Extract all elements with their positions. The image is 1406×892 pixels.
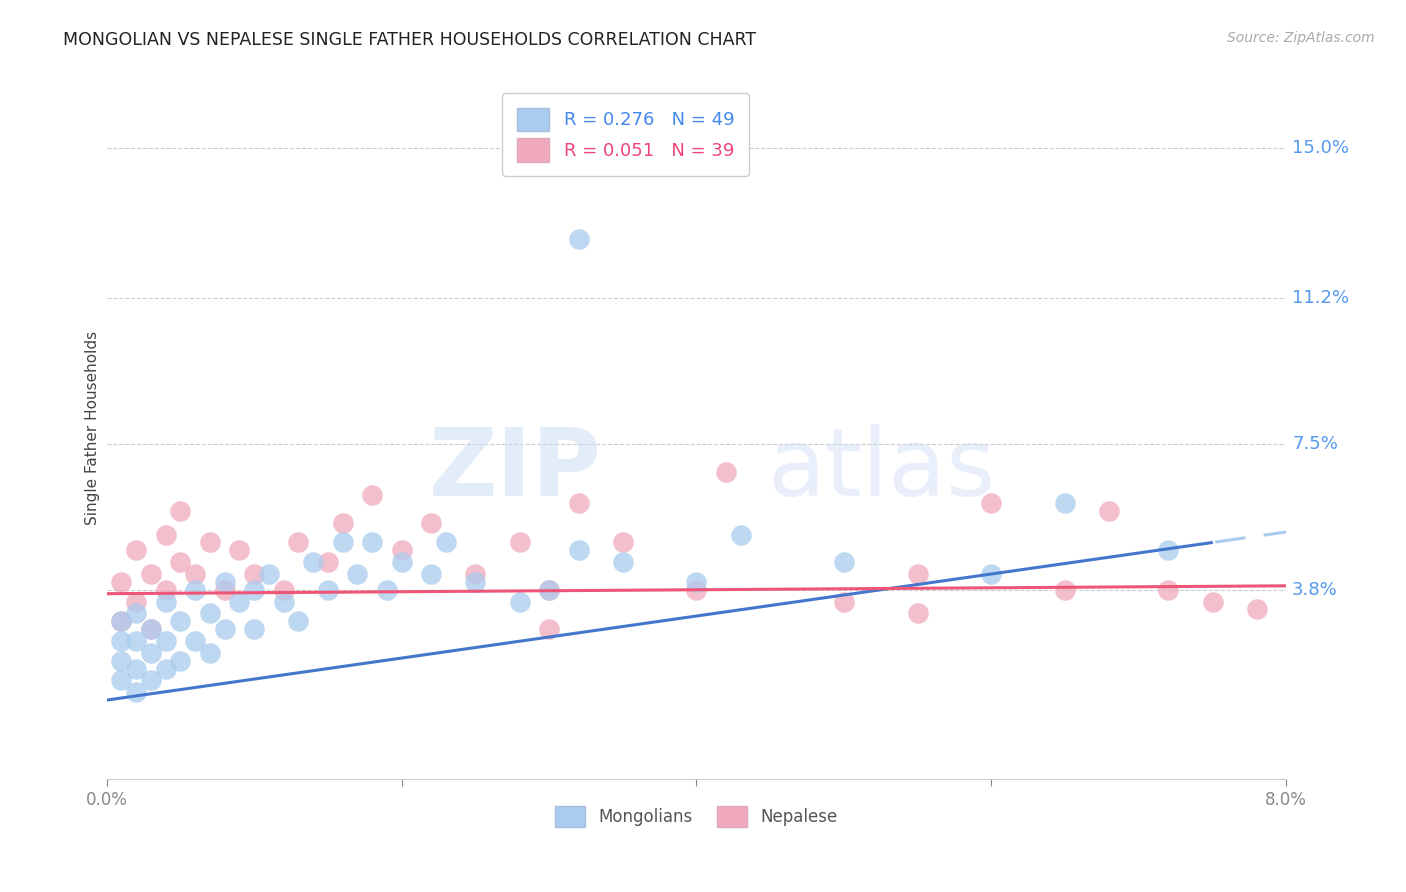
Point [184,582,207,597]
Point [685,582,707,597]
Point [316,582,339,597]
Point [257,566,280,581]
Point [184,566,207,581]
Point [1157,582,1180,597]
Point [228,594,250,608]
Text: 3.8%: 3.8% [1292,581,1339,599]
Text: ZIP: ZIP [429,425,602,516]
Point [375,582,398,597]
Point [243,582,266,597]
Point [243,566,266,581]
Point [125,685,148,699]
Text: 7.5%: 7.5% [1292,435,1339,453]
Point [391,555,413,569]
Point [361,535,384,549]
Point [980,566,1002,581]
Point [198,535,221,549]
Point [125,543,148,558]
Point [302,555,325,569]
Point [214,582,236,597]
Point [980,496,1002,510]
Point [1157,543,1180,558]
Point [169,615,191,629]
Point [316,555,339,569]
Point [537,622,560,636]
Point [273,582,295,597]
Point [139,566,162,581]
Point [1201,594,1223,608]
Point [537,582,560,597]
Point [155,594,177,608]
Point [332,535,354,549]
Point [110,654,132,668]
Point [1054,496,1077,510]
Y-axis label: Single Father Households: Single Father Households [86,331,100,525]
Point [139,622,162,636]
Point [273,594,295,608]
Point [434,535,457,549]
Point [567,232,589,246]
Point [228,543,250,558]
Point [110,574,132,589]
Point [214,574,236,589]
Point [1246,602,1268,616]
Point [110,615,132,629]
Point [287,535,309,549]
Point [169,654,191,668]
Point [169,504,191,518]
Point [155,634,177,648]
Point [714,465,737,479]
Point [139,622,162,636]
Text: atlas: atlas [768,425,995,516]
Point [832,594,855,608]
Point [125,634,148,648]
Text: Source: ZipAtlas.com: Source: ZipAtlas.com [1227,31,1375,45]
Text: 11.2%: 11.2% [1292,289,1350,307]
Point [907,566,929,581]
Point [110,634,132,648]
Point [155,527,177,541]
Text: 15.0%: 15.0% [1292,139,1350,157]
Point [155,582,177,597]
Point [420,566,443,581]
Point [612,555,634,569]
Point [1054,582,1077,597]
Point [567,543,589,558]
Point [198,607,221,621]
Point [509,535,531,549]
Point [287,615,309,629]
Point [730,527,752,541]
Point [155,662,177,676]
Point [332,516,354,530]
Point [391,543,413,558]
Point [139,646,162,660]
Point [509,594,531,608]
Point [110,673,132,688]
Point [243,622,266,636]
Point [567,496,589,510]
Point [1098,504,1121,518]
Point [420,516,443,530]
Point [125,594,148,608]
Point [198,646,221,660]
Point [139,673,162,688]
Point [125,662,148,676]
Point [612,535,634,549]
Point [346,566,368,581]
Point [125,607,148,621]
Point [184,634,207,648]
Point [361,488,384,502]
Point [537,582,560,597]
Point [907,607,929,621]
Point [464,566,486,581]
Point [169,555,191,569]
Point [464,574,486,589]
Text: MONGOLIAN VS NEPALESE SINGLE FATHER HOUSEHOLDS CORRELATION CHART: MONGOLIAN VS NEPALESE SINGLE FATHER HOUS… [63,31,756,49]
Point [832,555,855,569]
Point [110,615,132,629]
Point [685,574,707,589]
Legend: Mongolians, Nepalese: Mongolians, Nepalese [548,799,845,834]
Point [214,622,236,636]
